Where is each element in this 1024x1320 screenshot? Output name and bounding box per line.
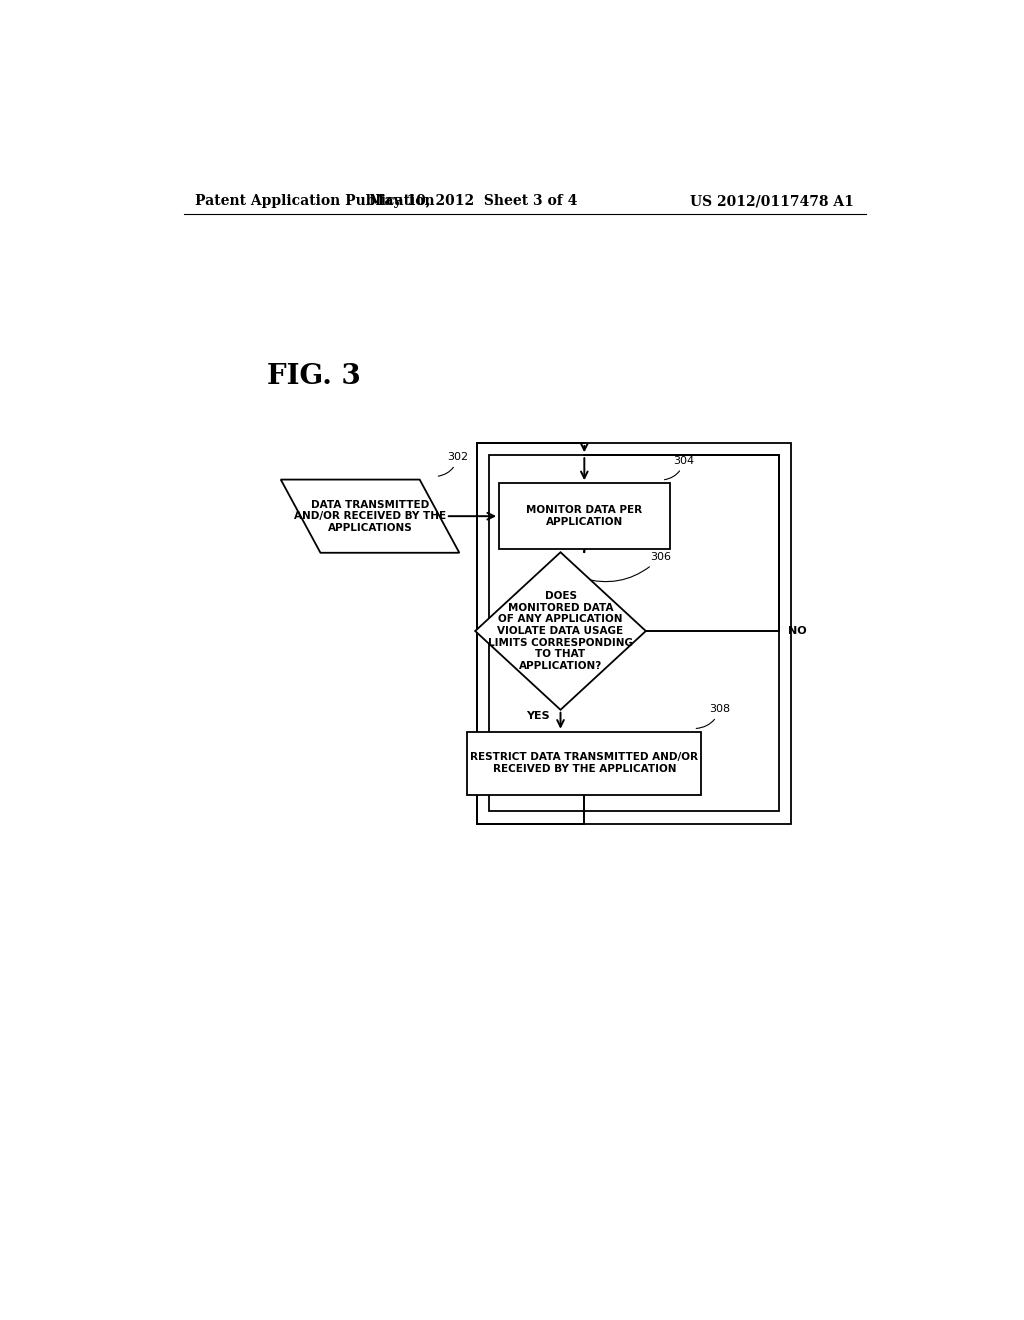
Bar xyxy=(489,455,779,810)
Bar xyxy=(467,731,701,795)
Text: 304: 304 xyxy=(665,455,694,479)
Text: Patent Application Publication: Patent Application Publication xyxy=(196,194,435,209)
Text: RESTRICT DATA TRANSMITTED AND/OR
RECEIVED BY THE APPLICATION: RESTRICT DATA TRANSMITTED AND/OR RECEIVE… xyxy=(470,752,698,774)
Text: NO: NO xyxy=(788,626,807,636)
Text: 302: 302 xyxy=(438,453,469,477)
Text: 308: 308 xyxy=(696,705,730,729)
Bar xyxy=(499,483,670,549)
Text: May 10, 2012  Sheet 3 of 4: May 10, 2012 Sheet 3 of 4 xyxy=(369,194,578,209)
Text: DOES
MONITORED DATA
OF ANY APPLICATION
VIOLATE DATA USAGE
LIMITS CORRESPONDING
T: DOES MONITORED DATA OF ANY APPLICATION V… xyxy=(488,591,633,671)
Text: US 2012/0117478 A1: US 2012/0117478 A1 xyxy=(690,194,854,209)
Text: 306: 306 xyxy=(583,552,671,582)
Text: FIG. 3: FIG. 3 xyxy=(267,363,360,391)
Bar xyxy=(477,444,791,824)
Text: MONITOR DATA PER
APPLICATION: MONITOR DATA PER APPLICATION xyxy=(526,506,642,527)
Polygon shape xyxy=(475,552,646,710)
Text: YES: YES xyxy=(526,710,550,721)
Polygon shape xyxy=(281,479,460,553)
Text: DATA TRANSMITTED
AND/OR RECEIVED BY THE
APPLICATIONS: DATA TRANSMITTED AND/OR RECEIVED BY THE … xyxy=(294,499,446,533)
